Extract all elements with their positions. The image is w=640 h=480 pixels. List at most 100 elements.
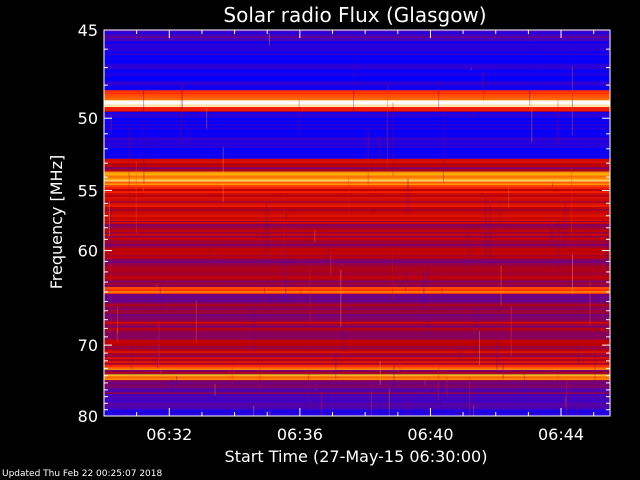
spectrogram-streak bbox=[128, 128, 130, 201]
spectrogram-band bbox=[104, 241, 610, 245]
spectrogram-band bbox=[104, 83, 610, 86]
spectrogram-band bbox=[104, 343, 610, 347]
spectrogram-streak bbox=[446, 375, 448, 397]
spectrogram-streak bbox=[485, 196, 487, 260]
spectrogram-streak bbox=[110, 114, 112, 133]
spectrogram-streak bbox=[409, 247, 411, 254]
spectrogram-streak bbox=[287, 269, 289, 279]
spectrogram-band bbox=[104, 193, 610, 196]
spectrogram-streak bbox=[346, 275, 347, 279]
spectrogram-band bbox=[104, 293, 610, 297]
spectrogram-band bbox=[104, 179, 610, 182]
spectrogram-streak bbox=[150, 139, 152, 149]
spectrogram-band bbox=[104, 268, 610, 271]
spectrogram-band bbox=[104, 396, 610, 399]
spectrogram-band bbox=[104, 341, 610, 345]
spectrogram-band bbox=[104, 264, 610, 267]
spectrogram-streak bbox=[116, 328, 118, 343]
spectrogram-streak bbox=[589, 281, 591, 326]
spectrogram-streak bbox=[566, 379, 568, 415]
spectrogram-band bbox=[104, 149, 610, 153]
spectrogram-band bbox=[104, 81, 610, 84]
spectrogram-streak bbox=[469, 226, 470, 271]
spectrogram-streak bbox=[557, 100, 559, 145]
spectrogram-band bbox=[104, 117, 610, 121]
spectrogram-band bbox=[104, 355, 610, 358]
spectrogram-band bbox=[104, 384, 610, 387]
spectrogram-streak bbox=[285, 213, 287, 219]
spectrogram-streak bbox=[126, 414, 128, 416]
x-tick-label: 06:44 bbox=[538, 425, 584, 444]
spectrogram-band bbox=[104, 411, 610, 415]
update-timestamp: Updated Thu Feb 22 00:25:07 2018 bbox=[2, 469, 163, 479]
spectrogram-band bbox=[104, 245, 610, 249]
spectrogram-band bbox=[104, 205, 610, 208]
spectrogram-band bbox=[104, 231, 610, 235]
spectrogram-band bbox=[104, 108, 610, 112]
spectrogram-streak bbox=[496, 340, 498, 373]
spectrogram-streak bbox=[338, 275, 340, 284]
spectrogram-streak bbox=[195, 300, 197, 343]
spectrogram-band bbox=[104, 353, 610, 356]
spectrogram-streak bbox=[518, 327, 520, 339]
spectrogram-streak bbox=[502, 362, 504, 380]
spectrogram-band bbox=[104, 89, 610, 91]
spectrogram-band bbox=[104, 249, 610, 251]
spectrogram-streak bbox=[348, 177, 350, 216]
spectrogram-streak bbox=[379, 136, 381, 159]
spectrogram-band bbox=[104, 327, 610, 331]
spectrogram-band bbox=[104, 189, 610, 192]
spectrogram-streak bbox=[594, 346, 596, 383]
spectrogram-band bbox=[104, 155, 610, 159]
y-tick-label: 50 bbox=[78, 109, 98, 128]
spectrogram-band bbox=[104, 138, 610, 141]
spectrogram-band bbox=[104, 199, 610, 202]
spectrogram-band bbox=[104, 247, 610, 251]
spectrogram-band bbox=[104, 113, 610, 117]
spectrogram-streak bbox=[399, 362, 401, 371]
spectrogram-band bbox=[104, 282, 610, 285]
spectrogram-streak bbox=[326, 244, 328, 263]
chart-title: Solar radio Flux (Glasgow) bbox=[223, 3, 486, 27]
spectrogram-streak bbox=[262, 232, 264, 261]
spectrogram-streak bbox=[110, 206, 112, 254]
spectrogram-streak bbox=[476, 308, 478, 357]
spectrogram-streak bbox=[298, 99, 300, 135]
spectrogram-band bbox=[104, 65, 610, 68]
spectrogram-band bbox=[104, 376, 610, 379]
spectrogram-streak bbox=[343, 325, 345, 352]
spectrogram-streak bbox=[143, 113, 145, 184]
spectrogram-band bbox=[104, 32, 610, 35]
spectrogram-streak bbox=[510, 306, 512, 357]
spectrogram-streak bbox=[245, 319, 247, 350]
spectrogram-streak bbox=[263, 266, 265, 314]
spectrogram-band bbox=[104, 311, 610, 315]
spectrogram-streak bbox=[120, 332, 122, 339]
spectrogram-streak bbox=[499, 206, 501, 232]
spectrogram-band bbox=[104, 317, 610, 320]
spectrogram-band bbox=[104, 394, 610, 397]
spectrogram-streak bbox=[557, 220, 559, 269]
spectrogram-band bbox=[104, 229, 610, 233]
spectrogram-band bbox=[104, 131, 610, 135]
spectrogram-band bbox=[104, 177, 610, 180]
spectrogram-band bbox=[104, 369, 610, 373]
spectrogram-streak bbox=[483, 71, 485, 100]
spectrogram-streak bbox=[508, 182, 510, 208]
spectrogram-streak bbox=[156, 284, 158, 287]
spectrogram-band bbox=[104, 323, 610, 327]
spectrogram-band bbox=[104, 160, 610, 164]
spectrogram-band bbox=[104, 221, 610, 225]
spectrogram-streak bbox=[259, 364, 261, 390]
spectrogram-streak bbox=[523, 374, 525, 406]
spectrogram-band bbox=[104, 92, 610, 95]
spectrogram-streak bbox=[309, 267, 311, 323]
spectrogram-band bbox=[104, 79, 610, 82]
spectrogram-band bbox=[104, 183, 610, 186]
spectrogram-streak bbox=[405, 344, 407, 359]
spectrogram-streak bbox=[529, 42, 531, 106]
spectrogram-band bbox=[104, 250, 610, 253]
spectrogram-streak bbox=[367, 129, 369, 211]
spectrogram-band bbox=[104, 171, 610, 174]
